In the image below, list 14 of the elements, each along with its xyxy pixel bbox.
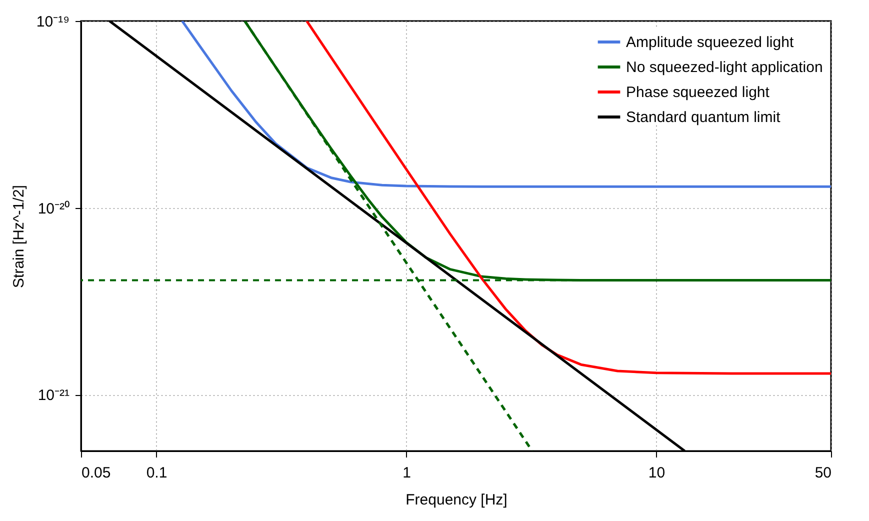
legend-label: Standard quantum limit <box>626 109 782 126</box>
x-tick-label: 0.1 <box>146 464 168 482</box>
y-axis-title: Strain [Hz^-1/2] <box>10 185 28 288</box>
x-tick-label: 1 <box>402 464 411 482</box>
y-tick-label: 10⁻²⁰ <box>38 200 70 218</box>
x-tick-label: 0.05 <box>82 464 111 482</box>
x-axis-title: Frequency [Hz] <box>406 492 508 508</box>
x-tick-label: 50 <box>814 464 832 482</box>
legend-label: No squeezed-light application <box>626 59 823 76</box>
y-tick-label: 10⁻¹⁹ <box>36 14 70 30</box>
legend-label: Amplitude squeezed light <box>626 34 794 51</box>
legend-label: Phase squeezed light <box>626 84 770 101</box>
y-tick-label: 10⁻²¹ <box>38 387 70 404</box>
x-tick-label: 10 <box>648 464 666 482</box>
